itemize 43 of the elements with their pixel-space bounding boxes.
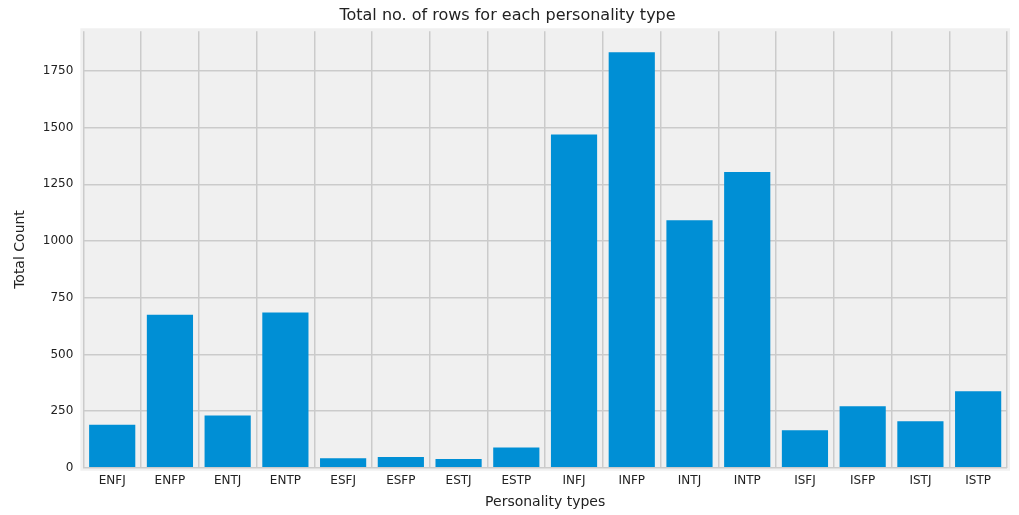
x-tick-label: ENFP	[154, 473, 186, 488]
bar	[320, 458, 367, 468]
bar	[493, 447, 540, 468]
x-axis-title: Personality types	[485, 493, 606, 510]
x-tick-label: ENTJ	[213, 473, 242, 488]
x-tick-label: ESFJ	[330, 473, 356, 488]
x-tick-label: ESTJ	[445, 473, 472, 488]
y-tick-label: 500	[50, 346, 74, 361]
y-tick-label: 750	[50, 289, 74, 304]
bar	[377, 456, 424, 468]
bar	[955, 391, 1002, 468]
y-tick-label: 1750	[42, 63, 74, 78]
bar	[666, 220, 713, 468]
bar	[262, 312, 309, 468]
x-tick-label: INTP	[733, 473, 761, 488]
bar	[204, 415, 251, 468]
bar	[89, 424, 136, 468]
x-tick-label: ISFP	[850, 473, 876, 488]
x-tick-label: ISFJ	[794, 473, 816, 488]
bar	[781, 430, 829, 468]
bar	[146, 314, 194, 468]
bar	[839, 406, 886, 468]
bar	[550, 134, 598, 468]
x-tick-label: INFJ	[562, 473, 586, 488]
x-tick-label: ENTP	[269, 473, 301, 488]
chart-title: Total no. of rows for each personality type	[338, 4, 676, 24]
x-tick-label: ESFP	[386, 473, 416, 488]
bar	[897, 421, 944, 468]
y-tick-label: 0	[65, 459, 74, 474]
x-tick-label: ENFJ	[98, 473, 126, 488]
bar	[724, 172, 771, 468]
y-tick-label: 1250	[42, 176, 74, 191]
y-tick-label: 250	[50, 403, 74, 418]
y-tick-label: 1500	[42, 119, 74, 134]
x-tick-label: INTJ	[677, 473, 702, 488]
bar	[435, 458, 482, 468]
x-tick-label: ESTP	[501, 473, 532, 488]
y-tick-label: 1000	[42, 233, 74, 248]
x-tick-label: ISTP	[965, 473, 991, 488]
x-tick-label: ISTJ	[909, 473, 932, 488]
y-axis-title: Total Count	[11, 209, 28, 290]
x-tick-label: INFP	[618, 473, 646, 488]
bar	[608, 52, 655, 468]
